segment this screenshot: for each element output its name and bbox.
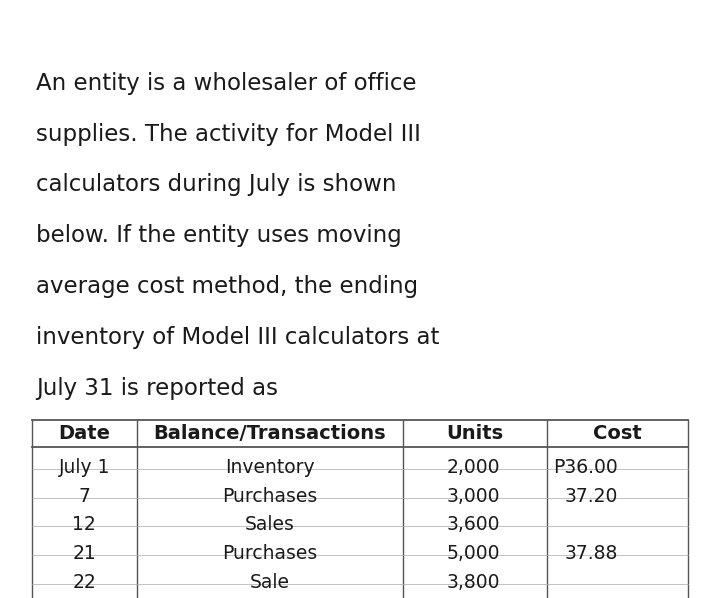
Text: 3,800: 3,800 (447, 573, 500, 591)
Text: 37.88: 37.88 (564, 544, 618, 563)
Text: calculators during July is shown: calculators during July is shown (36, 173, 397, 196)
Text: 2,000: 2,000 (447, 458, 500, 477)
Text: Inventory: Inventory (225, 458, 315, 477)
Text: 3,000: 3,000 (447, 487, 500, 505)
Text: Units: Units (446, 424, 504, 443)
Text: 37.20: 37.20 (564, 487, 618, 505)
Text: inventory of Model III calculators at: inventory of Model III calculators at (36, 326, 439, 349)
Text: July 1: July 1 (58, 458, 110, 477)
Text: Date: Date (58, 424, 110, 443)
Text: Sale: Sale (250, 573, 290, 591)
Text: Balance/Transactions: Balance/Transactions (153, 424, 387, 443)
Text: Purchases: Purchases (222, 487, 318, 505)
Text: July 31 is reported as: July 31 is reported as (36, 377, 285, 399)
Text: 21: 21 (73, 544, 96, 563)
Text: Purchases: Purchases (222, 544, 318, 563)
Text: Sales: Sales (245, 515, 295, 534)
Text: 5,000: 5,000 (447, 544, 500, 563)
Text: below. If the entity uses moving: below. If the entity uses moving (36, 224, 402, 247)
Text: P36.00: P36.00 (553, 458, 618, 477)
Text: 12: 12 (73, 515, 96, 534)
Text: supplies. The activity for Model III: supplies. The activity for Model III (36, 123, 421, 145)
Text: An entity is a wholesaler of office: An entity is a wholesaler of office (36, 72, 416, 94)
Text: 22: 22 (73, 573, 96, 591)
Text: 7: 7 (78, 487, 90, 505)
Text: 3,600: 3,600 (447, 515, 500, 534)
Text: Cost: Cost (593, 424, 642, 443)
Text: average cost method, the ending: average cost method, the ending (36, 275, 418, 298)
